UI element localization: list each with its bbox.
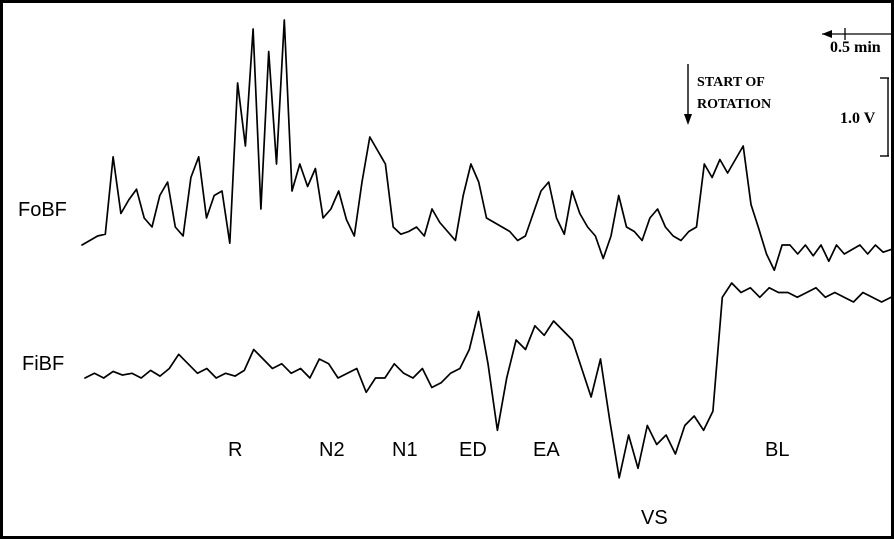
series-label-fobf: FoBF xyxy=(18,199,67,221)
phase-label-n2: N2 xyxy=(319,439,345,461)
time-scale-bar xyxy=(822,28,891,40)
start-rotation-arrow xyxy=(684,64,692,125)
voltage-scale-bar xyxy=(880,77,889,157)
phase-label-r: R xyxy=(228,439,242,461)
phase-label-n1: N1 xyxy=(392,439,418,461)
phase-label-ed: ED xyxy=(459,439,487,461)
time-scale-label: 0.5 min xyxy=(830,39,881,56)
phase-label-vs: VS xyxy=(641,507,668,529)
phase-label-ea: EA xyxy=(533,439,560,461)
fobf-trace xyxy=(81,19,892,272)
annotation-rotation: ROTATION xyxy=(697,97,771,112)
fibf-trace xyxy=(84,282,892,479)
phase-label-bl: BL xyxy=(765,439,789,461)
annotation-start-of: START OF xyxy=(697,75,765,90)
series-label-fibf: FiBF xyxy=(22,353,64,375)
voltage-scale-label: 1.0 V xyxy=(840,110,876,127)
